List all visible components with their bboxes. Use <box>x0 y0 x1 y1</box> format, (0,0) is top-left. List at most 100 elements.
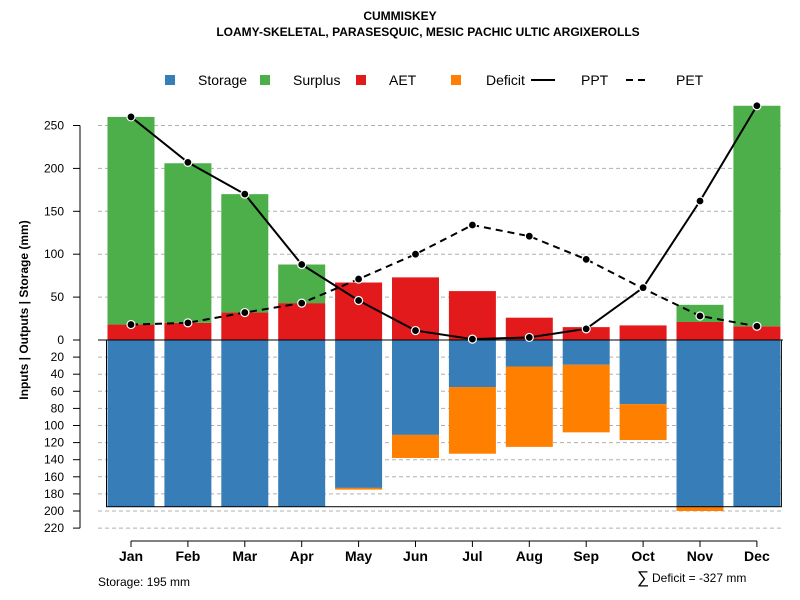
y-tick-label: 120 <box>44 436 64 450</box>
ppt-line-point-apr <box>297 259 307 270</box>
ppt-line-point-jul <box>467 334 477 344</box>
deficit-bar-may <box>335 487 383 490</box>
x-tick-label-nov: Nov <box>687 548 714 564</box>
y-tick-label: 250 <box>44 119 64 133</box>
y-tick-label: 200 <box>44 504 64 518</box>
axes-group: 0 50 100 150 200 250 20 40 60 80 100 120 140 160 180 20… <box>44 119 770 565</box>
pet-line-point-feb <box>183 318 193 328</box>
surplus-bar-dec <box>733 105 781 327</box>
aet-bar-jul <box>448 291 496 340</box>
pet-line-point-sep <box>581 254 591 264</box>
x-tick-label-oct: Oct <box>631 548 655 564</box>
legend-label-ppt: PPT <box>581 72 609 88</box>
legend-label-storage: Storage <box>198 72 247 88</box>
storage-bar-sep <box>562 340 610 365</box>
pet-line-point-dec <box>752 321 762 331</box>
x-tick-label-jun: Jun <box>403 548 428 564</box>
chart-legend: Storage Surplus AET Deficit PPT PET <box>165 72 704 88</box>
ppt-line-point-dec <box>752 101 762 111</box>
aet-bar-apr <box>278 303 326 340</box>
legend-swatch-surplus <box>260 75 270 85</box>
pet-line-point-aug <box>524 231 534 241</box>
y-tick-label: 140 <box>44 453 64 467</box>
deficit-note: Deficit = -327 mm <box>652 571 746 585</box>
aet-bar-oct <box>619 325 667 340</box>
storage-bar-apr <box>278 340 326 507</box>
aet-bar-nov <box>676 321 724 340</box>
pet-line-point-jun <box>410 249 421 259</box>
deficit-bar-sep <box>562 364 610 433</box>
y-tick-label: 20 <box>51 350 65 364</box>
legend-label-aet: AET <box>389 72 417 88</box>
y-tick-label: 150 <box>44 204 64 218</box>
storage-bar-jul <box>448 340 496 388</box>
x-tick-label-jul: Jul <box>462 548 482 564</box>
storage-bar-feb <box>164 340 212 507</box>
x-tick-label-mar: Mar <box>232 548 257 564</box>
aet-bar-feb <box>164 322 212 340</box>
aet-bar-aug <box>505 317 553 340</box>
pet-line-point-jan <box>126 319 136 330</box>
pet-line-point-jul <box>467 220 477 230</box>
storage-note: Storage: 195 mm <box>98 575 190 589</box>
x-tick-label-may: May <box>345 548 372 564</box>
x-tick-label-dec: Dec <box>744 548 770 564</box>
legend-label-surplus: Surplus <box>293 72 340 88</box>
storage-bar-oct <box>619 340 667 405</box>
y-tick-label: 180 <box>44 487 64 501</box>
lines-group <box>126 101 762 344</box>
y-tick-label: 60 <box>51 384 65 398</box>
storage-bar-mar <box>221 340 269 507</box>
pet-line-point-mar <box>240 307 250 318</box>
aet-bar-may <box>335 282 383 340</box>
y-tick-label: 160 <box>44 470 64 484</box>
storage-bar-jan <box>107 340 155 507</box>
deficit-bar-jul <box>448 387 496 454</box>
y-tick-label: 220 <box>44 521 64 535</box>
pet-line-point-nov <box>695 311 705 321</box>
x-tick-label-apr: Apr <box>290 548 315 564</box>
storage-bar-nov <box>676 340 724 507</box>
surplus-bar-feb <box>164 163 212 323</box>
y-tick-label: 50 <box>51 290 65 304</box>
pet-line-point-may <box>354 274 364 284</box>
y-tick-label: 200 <box>44 161 64 175</box>
grid-lines <box>98 125 783 529</box>
legend-swatch-storage <box>165 75 175 85</box>
aet-bar-jan <box>107 324 155 340</box>
surplus-bar-jan <box>107 116 155 325</box>
ppt-line-point-may <box>354 295 364 306</box>
storage-bar-dec <box>733 340 781 507</box>
chart-subtitle: LOAMY-SKELETAL, PARASESQUIC, MESIC PACHI… <box>216 25 639 39</box>
ppt-line-point-jan <box>126 112 136 122</box>
chart-title: CUMMISKEY <box>363 9 436 23</box>
ppt-line-point-feb <box>183 157 193 167</box>
ppt-line-point-mar <box>240 189 250 199</box>
aet-bar-dec <box>733 326 781 340</box>
ppt-line <box>130 105 758 341</box>
surplus-bar-apr <box>278 264 326 304</box>
surplus-bar-mar <box>221 194 269 313</box>
x-tick-label-feb: Feb <box>175 548 200 564</box>
ppt-line-point-nov <box>695 196 705 206</box>
x-tick-label-jan: Jan <box>119 548 143 564</box>
legend-swatch-deficit <box>451 75 461 85</box>
storage-bar-aug <box>505 340 553 367</box>
deficit-bar-nov <box>676 506 724 511</box>
ppt-line-point-aug <box>524 332 534 343</box>
ppt-line-point-oct <box>638 283 648 293</box>
y-tick-label: 0 <box>57 333 64 347</box>
deficit-sum-symbol: ∑ <box>637 568 649 587</box>
pet-line <box>130 223 758 328</box>
y-tick-label: 40 <box>51 367 65 381</box>
storage-bar-jun <box>392 340 439 435</box>
y-tick-label: 100 <box>44 247 64 261</box>
y-tick-label: 80 <box>51 401 65 415</box>
deficit-bar-aug <box>505 366 553 447</box>
ppt-line-point-jun <box>410 325 421 336</box>
x-tick-label-aug: Aug <box>516 548 543 564</box>
legend-label-pet: PET <box>676 72 704 88</box>
bars-group <box>98 105 783 511</box>
pet-line-point-apr <box>297 298 307 308</box>
legend-swatch-aet <box>356 75 366 85</box>
